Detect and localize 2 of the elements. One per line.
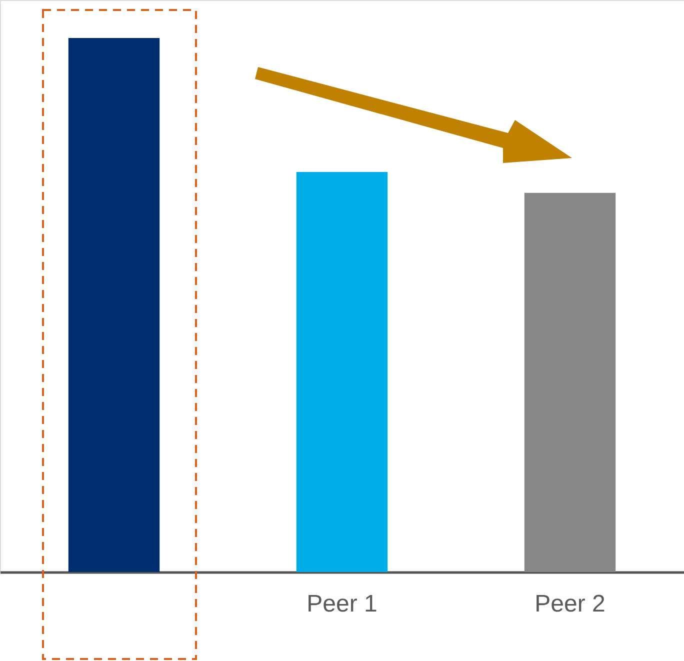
x-tick-label: Peer 2: [534, 590, 606, 618]
x-tick-label: Peer 1: [306, 590, 378, 618]
